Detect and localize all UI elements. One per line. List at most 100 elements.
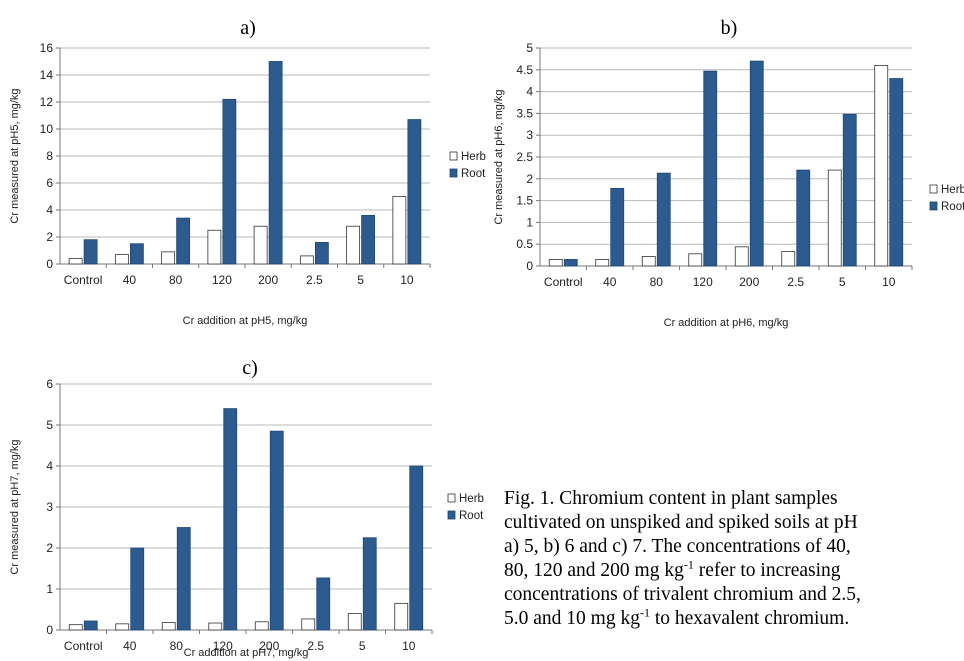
y-tick-label: 0 — [46, 257, 53, 271]
y-tick-label: 3.5 — [516, 106, 533, 120]
herb-bar — [301, 618, 316, 631]
x-tick-label: 80 — [169, 273, 183, 287]
herb-bar — [253, 225, 268, 265]
x-tick-label: 40 — [123, 639, 137, 653]
herb-bar — [299, 255, 314, 265]
panel-label: b) — [721, 17, 738, 39]
legend-label: Root — [459, 510, 484, 522]
root-bar — [129, 243, 144, 265]
legend-label: Root — [941, 201, 964, 213]
x-tick-label: 10 — [402, 639, 416, 653]
caption-line: concentrations of trivalent chromium and… — [504, 584, 861, 605]
caption-text: 5.0 and 10 mg kg — [504, 608, 640, 629]
y-tick-label: 0.5 — [516, 237, 533, 251]
root-bar — [83, 620, 98, 631]
x-tick-label: 40 — [603, 275, 617, 289]
caption-line: cultivated on unspiked and spiked soils … — [504, 512, 858, 533]
herb-bar — [595, 259, 610, 267]
x-tick-label: 2.5 — [787, 275, 804, 289]
x-tick-label: Control — [544, 275, 583, 289]
y-tick-label: 4 — [46, 459, 53, 473]
herb-bar — [827, 169, 842, 267]
x-tick-label: 120 — [212, 273, 232, 287]
herb-bar — [208, 622, 223, 631]
y-axis-title: Cr measured at pH7, mg/kg — [9, 439, 21, 574]
caption-text: refer to increasing — [693, 560, 841, 581]
x-tick-label: 5 — [839, 275, 846, 289]
herb-bar — [114, 254, 129, 265]
root-bar — [176, 527, 191, 631]
herb-bar — [161, 622, 176, 631]
x-tick-label: 200 — [259, 639, 279, 653]
chart-panel-c: c) 0 1 2 3 4 5 6 Control 40 80 120 200 2.5 5 10 Cr addit… — [9, 357, 484, 659]
legend-swatch — [447, 510, 456, 520]
x-tick-label: 200 — [258, 273, 278, 287]
herb-bar — [346, 225, 361, 265]
herb-bar — [874, 65, 889, 267]
herb-bar — [115, 623, 130, 631]
y-tick-label: 4 — [526, 85, 533, 99]
root-bar — [889, 78, 904, 267]
caption-text: 80, 120 and 200 mg kg — [504, 560, 684, 581]
y-tick-label: 2 — [46, 541, 53, 555]
x-tick-label: 5 — [357, 273, 364, 287]
root-bar — [407, 119, 422, 265]
root-bar — [361, 214, 376, 265]
root-bar — [83, 239, 98, 265]
x-tick-label: Control — [64, 639, 103, 653]
legend-swatch — [449, 151, 458, 161]
root-bar — [176, 217, 191, 265]
y-tick-label: 12 — [40, 95, 54, 109]
y-tick-label: 5 — [526, 41, 533, 55]
herb-bar — [254, 621, 269, 631]
legend-label: Herb — [941, 184, 964, 196]
y-tick-label: 4 — [46, 203, 53, 217]
herb-bar — [161, 251, 176, 265]
herb-bar — [688, 253, 703, 267]
y-tick-label: 3 — [46, 500, 53, 514]
x-tick-label: 10 — [882, 275, 896, 289]
figure-caption: Fig. 1. Chromium content in plant sample… — [504, 487, 964, 631]
chart-panel-a: a) 0 2 4 6 8 10 12 14 16 Control 40 80 120 200 2.5 5 10 Cr… — [9, 17, 486, 327]
root-bar — [316, 577, 331, 631]
y-tick-label: 1 — [526, 215, 533, 229]
chart-panel-b: b) 0 0.5 1 1.5 2 2.5 3 3.5 4 4.5 5 Control 40 80 120 200… — [493, 17, 964, 329]
x-axis-title: Cr addition at pH7, mg/kg — [184, 647, 309, 659]
y-tick-label: 2.5 — [516, 150, 533, 164]
panel-label: a) — [240, 17, 256, 39]
caption-superscript: -1 — [683, 557, 694, 572]
x-tick-label: 10 — [400, 273, 414, 287]
y-tick-label: 0 — [46, 623, 53, 637]
herb-bar — [68, 258, 83, 265]
caption-line: 80, 120 and 200 mg kg-1 refer to increas… — [504, 559, 964, 583]
x-tick-label: 200 — [739, 275, 759, 289]
y-tick-label: 3 — [526, 128, 533, 142]
legend-swatch — [929, 201, 938, 211]
x-axis-title: Cr addition at pH6, mg/kg — [664, 317, 789, 329]
x-tick-label: 5 — [359, 639, 366, 653]
legend-swatch — [447, 493, 456, 503]
legend-label: Herb — [459, 493, 484, 505]
herb-bar — [781, 251, 796, 267]
root-bar — [656, 172, 671, 267]
x-tick-label: 2.5 — [307, 639, 324, 653]
legend-swatch — [929, 184, 938, 194]
x-tick-label: 40 — [123, 273, 137, 287]
y-tick-label: 1 — [46, 582, 53, 596]
herb-bar — [392, 196, 407, 265]
root-bar — [223, 408, 238, 631]
y-tick-label: 14 — [40, 68, 54, 82]
root-bar — [796, 169, 811, 267]
x-tick-label: 120 — [693, 275, 713, 289]
root-bar — [409, 465, 424, 631]
x-tick-label: 2.5 — [306, 273, 323, 287]
y-tick-label: 4.5 — [516, 63, 533, 77]
root-bar — [563, 259, 578, 267]
y-axis-title: Cr measured at pH6, mg/kg — [493, 89, 505, 224]
herb-bar — [394, 602, 409, 631]
herb-bar — [207, 229, 222, 265]
caption-line: 5.0 and 10 mg kg-1 to hexavalent chromiu… — [504, 607, 964, 631]
caption-superscript: -1 — [639, 605, 650, 620]
y-tick-label: 2 — [46, 230, 53, 244]
